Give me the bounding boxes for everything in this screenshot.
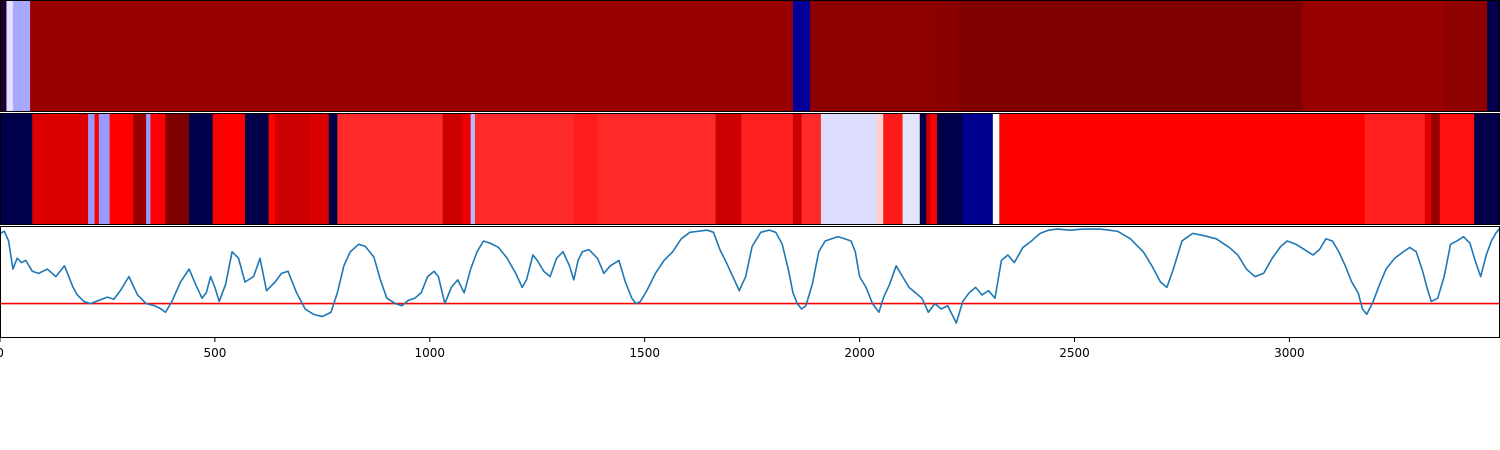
heatmap-track-2-segment — [1364, 114, 1426, 225]
heatmap-track-2-segment — [0, 114, 33, 225]
heatmap-track-2-segment — [146, 114, 151, 225]
heatmap-track-2-segment — [999, 114, 1366, 225]
heatmap-track-2-segment — [962, 114, 994, 225]
heatmap-track-2-segment — [165, 114, 190, 225]
heatmap-track-2 — [0, 114, 1500, 225]
heatmap-track-2-segment — [94, 114, 100, 225]
heatmap-track-2-segment — [442, 114, 463, 225]
heatmap-track-2-segment — [133, 114, 147, 225]
heatmap-track-2-segment — [212, 114, 246, 225]
heatmap-track-2-segment — [1474, 114, 1500, 225]
heatmap-track-2-segment — [1431, 114, 1441, 225]
line-plot-area — [0, 226, 1500, 338]
heatmap-track-2-segment — [244, 114, 270, 225]
heatmap-track-2-segment — [883, 114, 903, 225]
x-tick-label: 1500 — [629, 346, 660, 360]
heatmap-track-2-segment — [328, 114, 338, 225]
heatmap-track-2-segment — [32, 114, 89, 225]
heatmap-track-2-segment — [926, 114, 931, 225]
heatmap-track-2-segment — [98, 114, 110, 225]
heatmap-track-2-segment — [992, 114, 1000, 225]
heatmap-track-2-segment — [462, 114, 472, 225]
line-plot-background — [0, 226, 1500, 338]
heatmap-track-2-segment — [109, 114, 134, 225]
heatmap-track-2-segment — [820, 114, 878, 225]
heatmap-track-2-segment — [470, 114, 476, 225]
heatmap-track-2-segment — [902, 114, 921, 225]
heatmap-track-1-segment — [792, 1, 811, 112]
heatmap-track-1-segment — [932, 1, 959, 112]
heatmap-track-2-segment — [573, 114, 598, 225]
x-tick-label: 1000 — [415, 346, 446, 360]
heatmap-track-2-segment — [936, 114, 964, 225]
heatmap-track-2-segment — [337, 114, 444, 225]
heatmap-track-2-segment — [597, 114, 717, 225]
heatmap-track-2-segment — [268, 114, 276, 225]
heatmap-track-2-segment — [792, 114, 802, 225]
heatmap-track-2-segment — [150, 114, 166, 225]
heatmap-track-1-segment — [1444, 1, 1488, 112]
line-series — [0, 227, 1500, 324]
heatmap-track-2-segment — [275, 114, 310, 225]
heatmap-track-1-segment — [0, 1, 7, 112]
heatmap-track-1-segment — [30, 1, 794, 112]
heatmap-track-1-segment — [1487, 1, 1500, 112]
heatmap-track-1-segment — [1302, 1, 1445, 112]
x-tick-label: 3000 — [1274, 346, 1305, 360]
heatmap-track-2-segment — [189, 114, 214, 225]
heatmap-track-2-segment — [309, 114, 330, 225]
heatmap-track-1-segment — [810, 1, 934, 112]
heatmap-track-2-segment — [801, 114, 822, 225]
heatmap-track-2-segment — [88, 114, 95, 225]
heatmap-track-2-segment — [715, 114, 742, 225]
heatmap-track-2-segment — [1439, 114, 1475, 225]
x-axis: 0 500 1000 1500 2000 2500 3000 — [0, 338, 1305, 360]
heatmap-track-1-segment — [6, 1, 14, 112]
heatmap-track-2-segment — [741, 114, 794, 225]
x-tick-label: 500 — [203, 346, 226, 360]
heatmap-track-1 — [0, 1, 1500, 112]
x-tick-label: 2000 — [844, 346, 875, 360]
x-tick-label: 0 — [0, 346, 4, 360]
heatmap-track-2-segment — [919, 114, 927, 225]
heatmap-track-1-segment — [12, 1, 31, 112]
heatmap-track-2-segment — [474, 114, 575, 225]
heatmap-track-2-segment — [930, 114, 938, 225]
heatmap-track-2-segment — [1424, 114, 1432, 225]
x-tick-label: 2500 — [1059, 346, 1090, 360]
heatmap-track-1-segment — [958, 1, 1303, 112]
heatmap-track-2-segment — [876, 114, 884, 225]
